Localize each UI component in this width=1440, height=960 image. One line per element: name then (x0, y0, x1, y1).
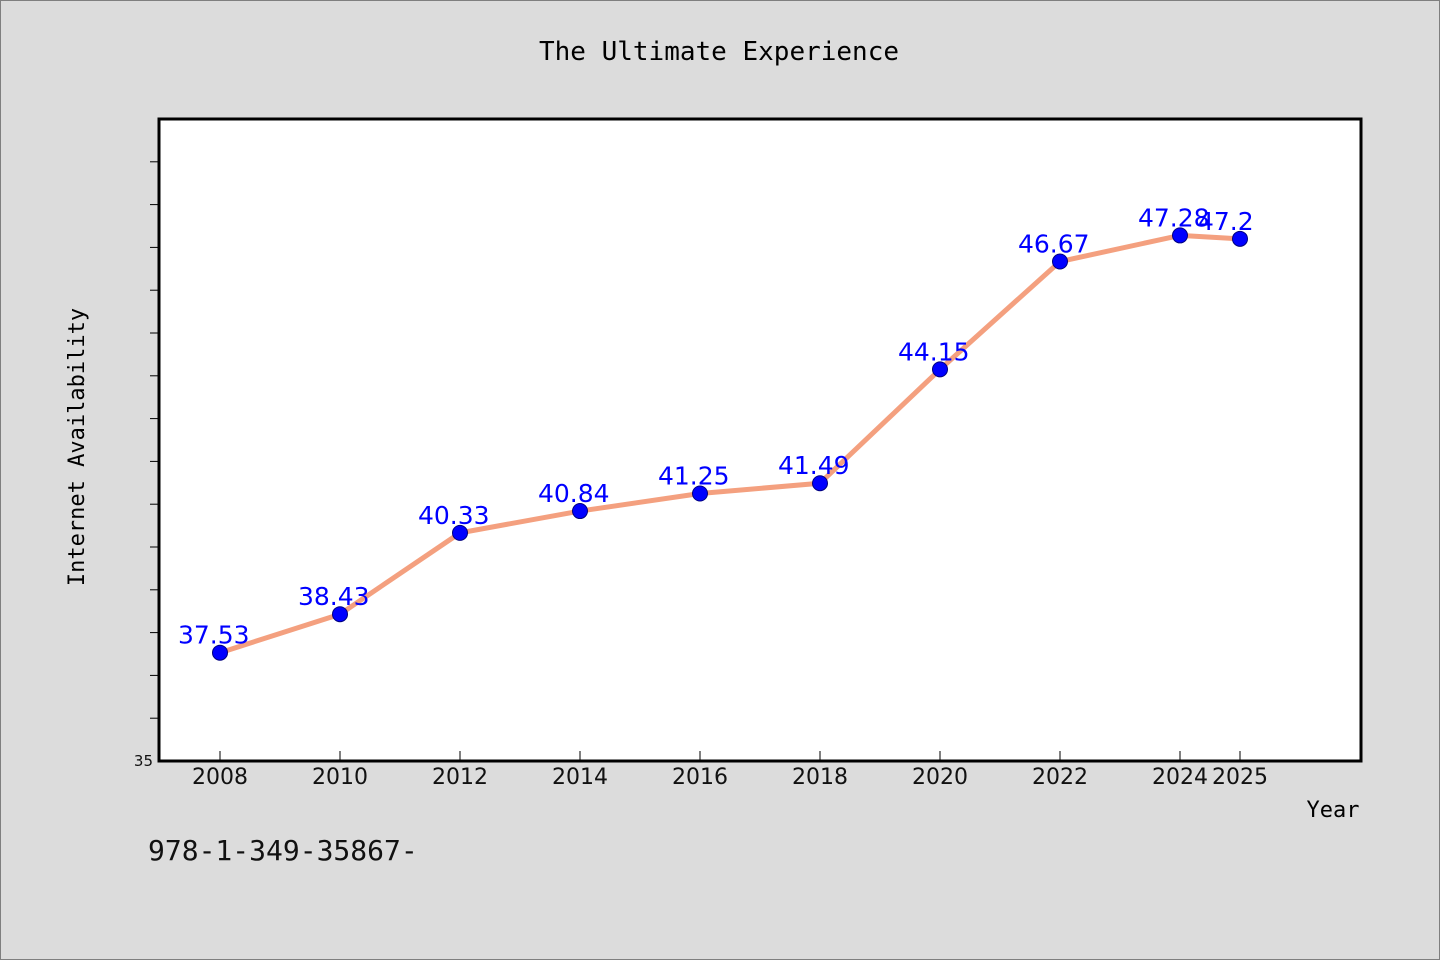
series-line (217, 232, 1243, 656)
data-label: 41.25 (658, 462, 730, 491)
data-point-marker (212, 644, 228, 661)
data-point-marker (572, 503, 588, 520)
y-axis-label: Internet Availability (65, 308, 90, 586)
x-tick-label: 2024 (1152, 765, 1208, 790)
data-point-marker (332, 606, 348, 623)
data-label: 40.84 (538, 479, 610, 508)
data-point-marker (1052, 253, 1068, 270)
data-point-marker (452, 524, 468, 541)
x-tick-label: 2016 (672, 765, 728, 790)
data-label: 46.67 (1018, 230, 1090, 259)
x-tick-label: 2025 (1212, 765, 1268, 790)
data-label: 47.2 (1198, 207, 1254, 236)
x-tick-label: 2018 (792, 765, 848, 790)
x-axis-ticks: 2008 2010 2012 2014 2016 2018 2020 2022 2024 2025 (192, 751, 1268, 790)
x-tick-label: 2012 (432, 765, 488, 790)
y-tick-label: 35 (134, 752, 153, 770)
data-point-marker (932, 361, 948, 378)
x-tick-label: 2008 (192, 765, 248, 790)
data-label: 37.53 (178, 621, 250, 650)
data-point-marker (1172, 227, 1188, 244)
data-point-marker (812, 475, 828, 492)
data-label: 40.33 (418, 501, 490, 530)
x-tick-label: 2022 (1032, 765, 1088, 790)
x-axis-label: Year (1307, 798, 1360, 823)
data-label: 41.49 (778, 451, 850, 480)
y-axis-ticks: 35 (134, 161, 159, 770)
footnote-text: 978-1-349-35867- (148, 834, 418, 867)
data-point-marker (692, 485, 708, 502)
x-tick-label: 2010 (312, 765, 368, 790)
series-layer: 37.53 38.43 40.33 40.84 41.25 41.49 44.15 46.67… (178, 203, 1254, 661)
x-tick-label: 2014 (552, 765, 608, 790)
data-label: 38.43 (298, 582, 370, 611)
data-point-marker (1232, 230, 1248, 247)
data-label: 47.28 (1138, 203, 1210, 232)
plot-area (157, 117, 1363, 763)
chart-title: The Ultimate Experience (539, 37, 899, 67)
data-label: 44.15 (898, 337, 970, 366)
x-tick-label: 2020 (912, 765, 968, 790)
